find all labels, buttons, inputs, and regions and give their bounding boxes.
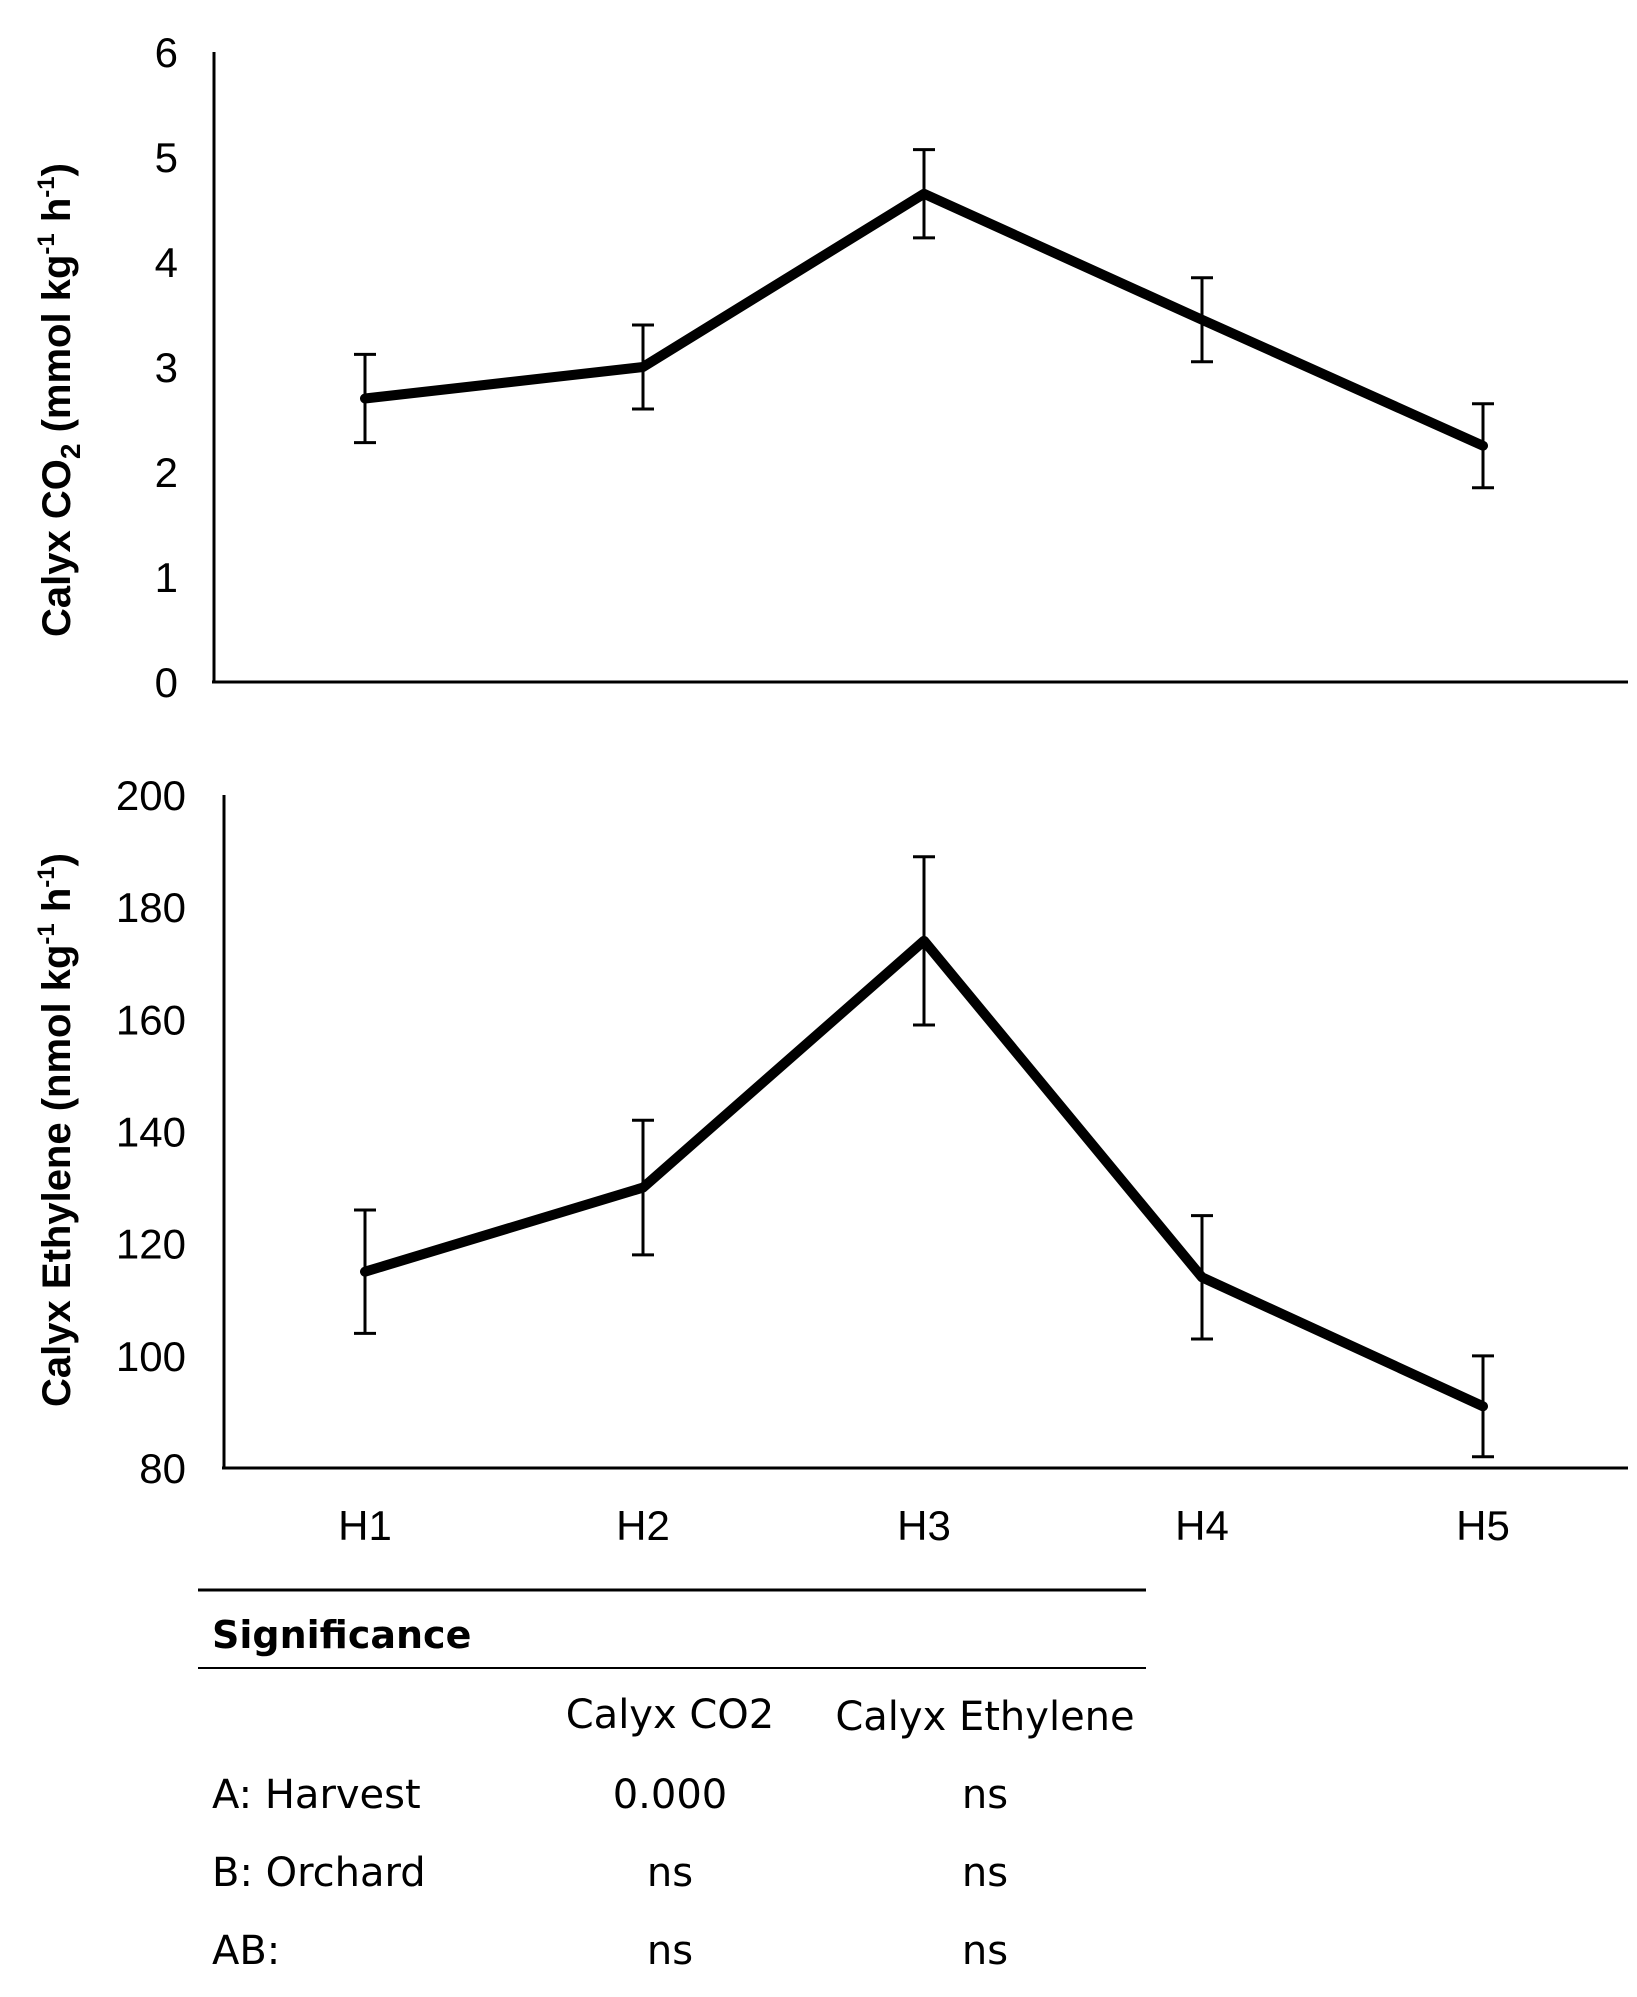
row-orchard-ethylene: ns (962, 1850, 1008, 1896)
row-label-ab: AB: (212, 1928, 280, 1974)
ethylene-ytick-label: 120 (116, 1221, 186, 1268)
co2-series-line (360, 188, 1488, 451)
x-category-label: H5 (1456, 1502, 1510, 1549)
co2-ytick-label: 1 (155, 554, 178, 601)
ethylene-ytick-label: 140 (116, 1109, 186, 1156)
significance-title: Significance (212, 1613, 471, 1657)
row-label-harvest: A: Harvest (212, 1772, 421, 1818)
x-category-label: H3 (897, 1502, 951, 1549)
co2-ytick-label: 2 (155, 449, 178, 496)
co2-ytick-label: 6 (155, 29, 178, 76)
ethylene-ytick-label: 200 (116, 772, 186, 819)
co2-ytick-label: 3 (155, 344, 178, 391)
significance-table: Significance Calyx CO2 Calyx Ethylene A:… (198, 1588, 1146, 1974)
ethylene-ytick-label: 100 (116, 1333, 186, 1380)
col-header-ethylene: Calyx Ethylene (835, 1694, 1134, 1740)
col-header-co2: Calyx CO2 (566, 1692, 774, 1738)
ethylene-ytick-label: 180 (116, 884, 186, 931)
row-label-orchard: B: Orchard (212, 1850, 426, 1896)
co2-y-axis-label: Calyx CO2 (mmol kg-1 h-1) (33, 163, 86, 637)
ethylene-ytick-label: 80 (139, 1445, 186, 1492)
x-category-label: H1 (338, 1502, 392, 1549)
ethylene-ytick-label: 160 (116, 996, 186, 1043)
row-harvest-ethylene: ns (962, 1772, 1008, 1818)
row-orchard-co2: ns (647, 1850, 693, 1896)
calyx-ethylene-chart: 80 100 120 140 160 180 200 H1 H2 H3 H4 H5 Calyx Et… (33, 772, 1628, 1549)
co2-ytick-label: 4 (155, 239, 178, 286)
co2-ytick-label: 5 (155, 134, 178, 181)
row-harvest-co2: 0.000 (613, 1772, 728, 1818)
row-ab-co2: ns (647, 1928, 693, 1974)
x-category-label: H4 (1175, 1502, 1229, 1549)
x-category-label: H2 (616, 1502, 670, 1549)
co2-ytick-label: 0 (155, 659, 178, 706)
calyx-co2-chart: 0 1 2 3 4 5 6 Calyx CO2 (mmol kg-1 h-1) (33, 29, 1628, 706)
ethylene-series-line (360, 935, 1488, 1412)
row-ab-ethylene: ns (962, 1928, 1008, 1974)
ethylene-y-axis-label: Calyx Ethylene (nmol kg-1 h-1) (33, 853, 79, 1407)
